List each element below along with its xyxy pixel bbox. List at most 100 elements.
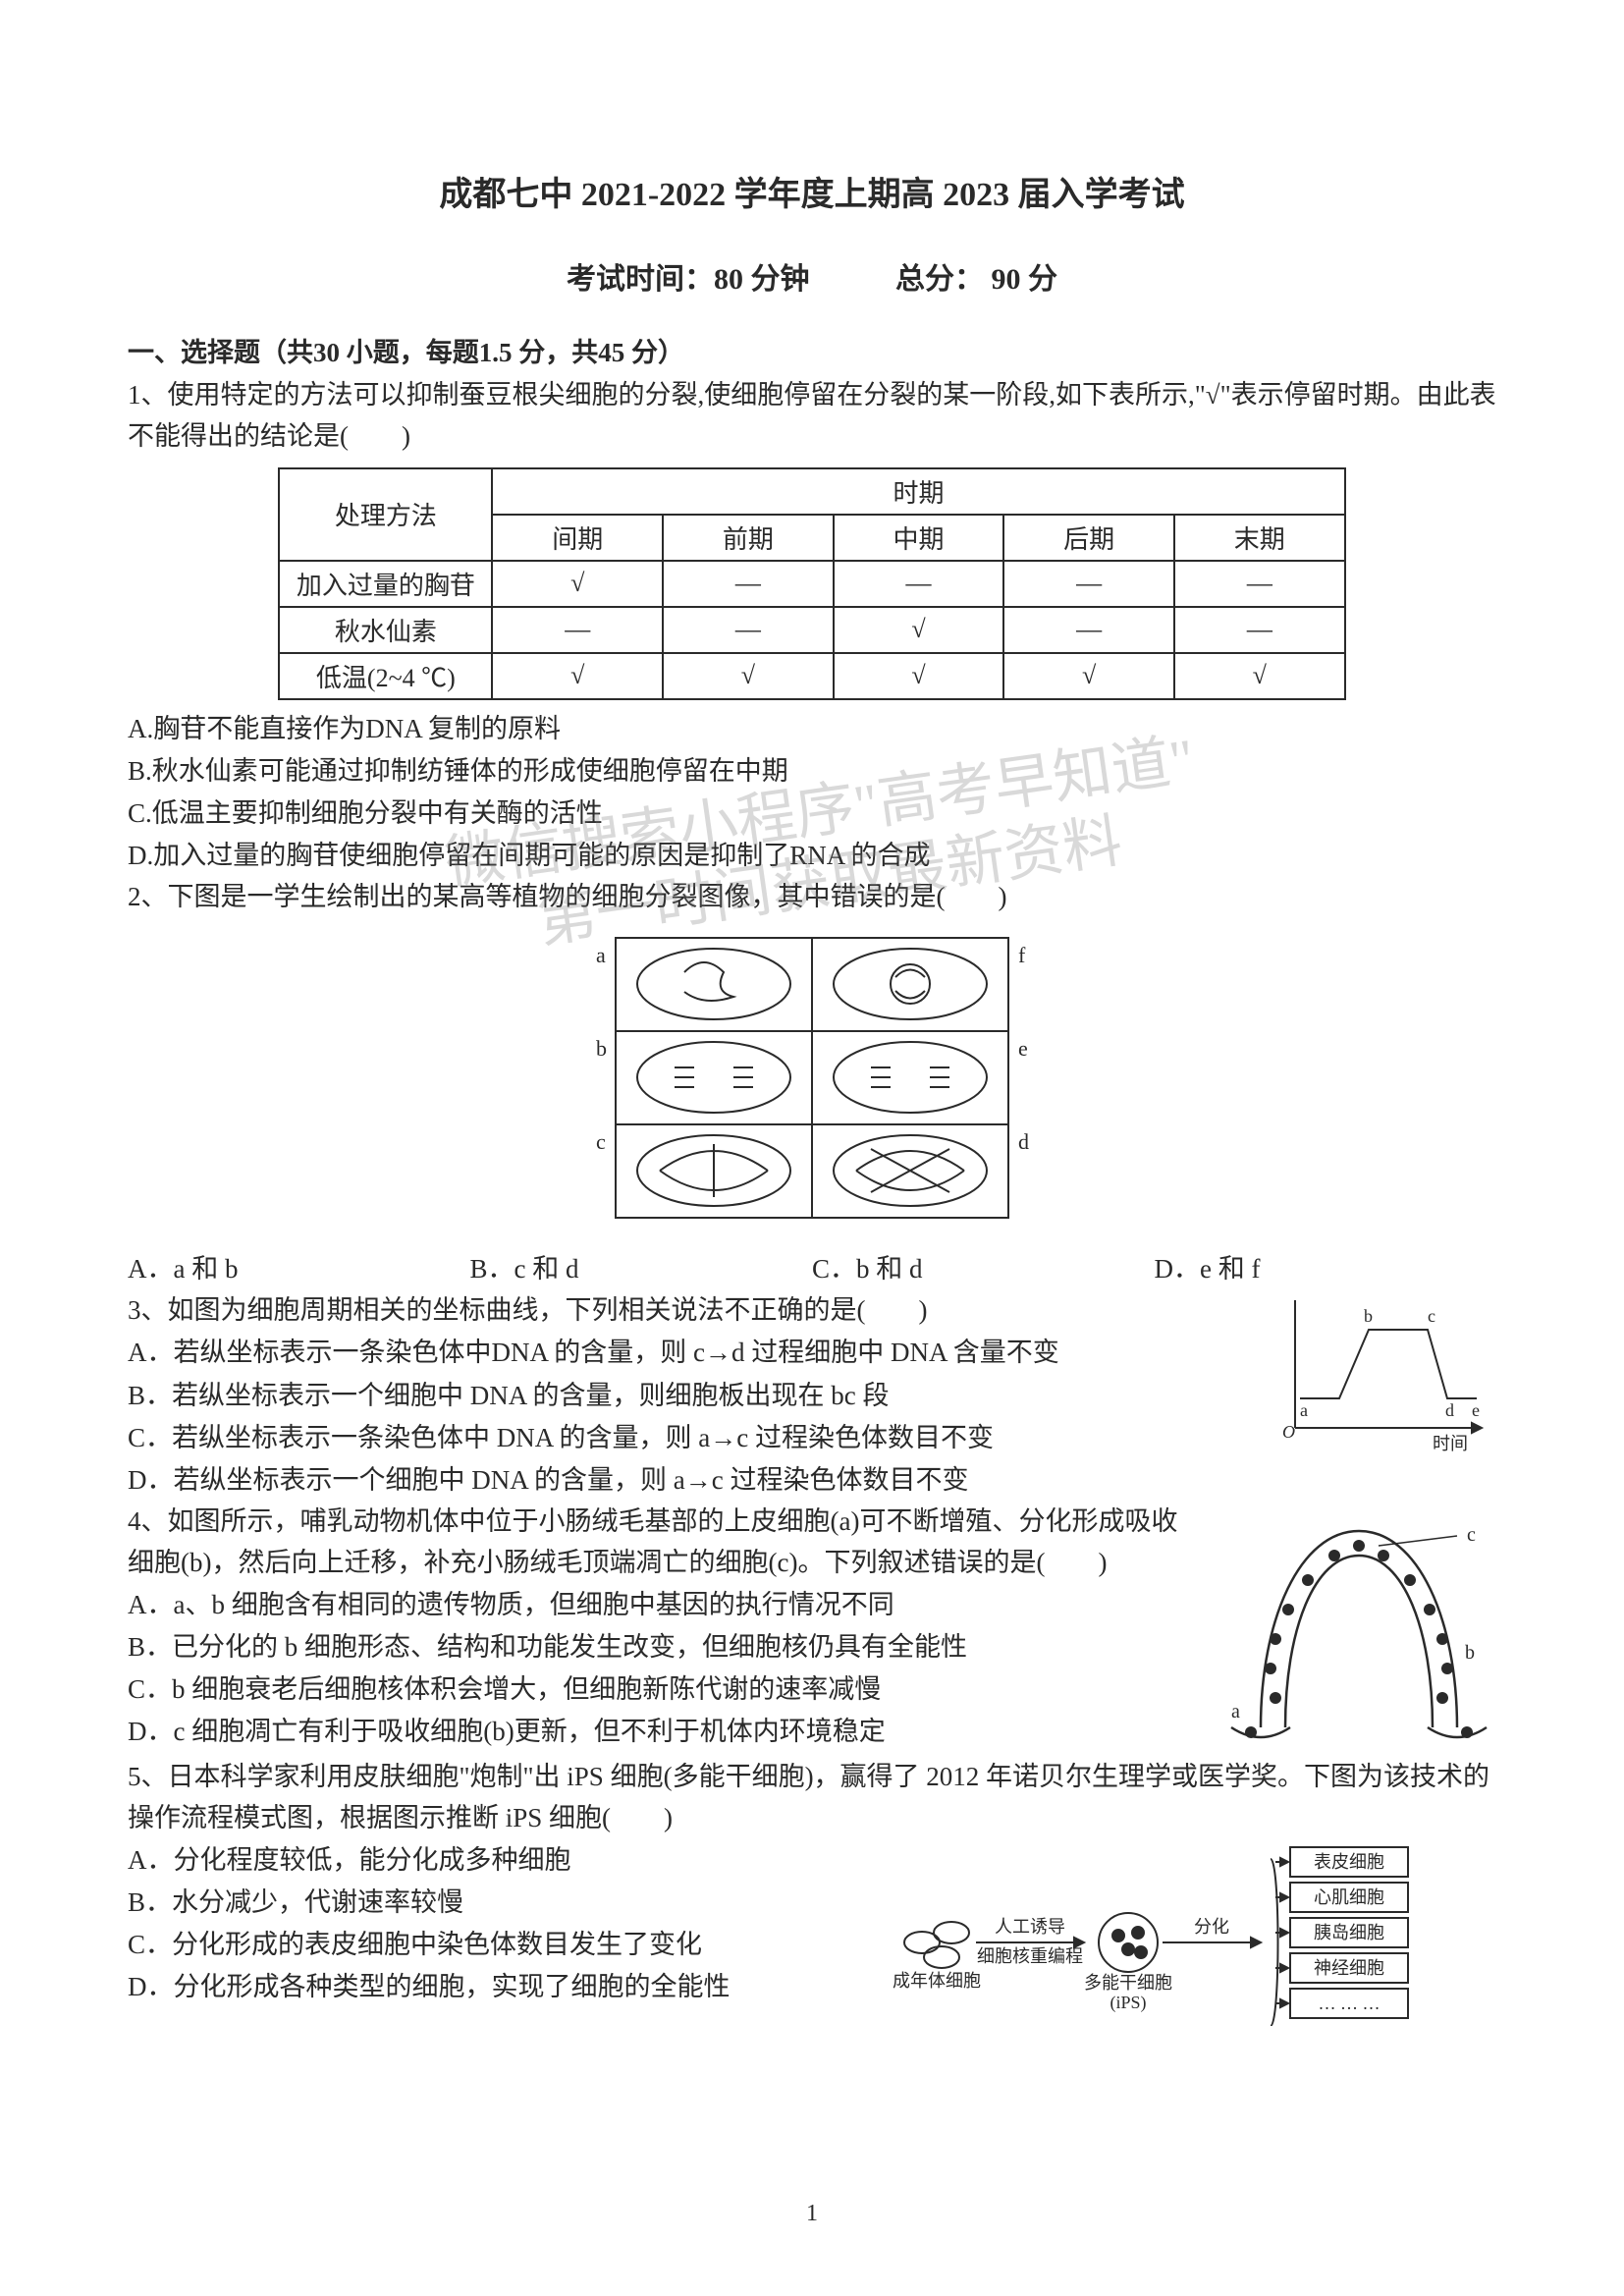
q4-optA: A．a、b 细胞含有相同的遗传物质，但细胞中基因的执行情况不同 bbox=[128, 1584, 1202, 1626]
svg-text:分化: 分化 bbox=[1194, 1917, 1229, 1937]
q1-period-0: 间期 bbox=[492, 515, 663, 561]
q1-options: A.胸苷不能直接作为DNA 复制的原料 B.秋水仙素可能通过抑制纺锤体的形成使细… bbox=[128, 708, 1496, 878]
q2-optD: D．e 和 f bbox=[1155, 1248, 1497, 1290]
q5-stem: 5、日本科学家利用皮肤细胞"炮制"出 iPS 细胞(多能干细胞)，赢得了 201… bbox=[128, 1757, 1496, 1839]
q3-optA: A．若纵坐标表示一条染色体中DNA 的含量，则 c→d 过程细胞中 DNA 含量… bbox=[128, 1332, 1251, 1374]
svg-text:胰岛细胞: 胰岛细胞 bbox=[1314, 1923, 1384, 1942]
q2-options: A．a 和 b B．c 和 d C．b 和 d D．e 和 f bbox=[128, 1248, 1496, 1290]
svg-text:神经细胞: 神经细胞 bbox=[1314, 1958, 1384, 1978]
svg-text:d: d bbox=[1445, 1400, 1454, 1420]
q1-r1c4: — bbox=[1174, 607, 1345, 653]
q2-label-a: a bbox=[596, 943, 606, 967]
q2-label-d: d bbox=[1018, 1129, 1029, 1154]
q3-optD-wrap: D．若纵坐标表示一个细胞中 DNA 的含量，则 a→c 过程染色体数目不变 bbox=[128, 1459, 1496, 1502]
q3-graph: a b c d e O 时间 bbox=[1271, 1290, 1496, 1457]
q4-stem: 4、如图所示，哺乳动物机体中位于小肠绒毛基部的上皮细胞(a)可不断增殖、分化形成… bbox=[128, 1502, 1202, 1584]
q1-optB: B.秋水仙素可能通过抑制纺锤体的形成使细胞停留在中期 bbox=[128, 750, 1496, 793]
svg-text:b: b bbox=[1465, 1642, 1475, 1664]
q1-r1c1: — bbox=[663, 607, 834, 653]
q2-figure: a f b e c d bbox=[576, 928, 1048, 1242]
q3-graph-svg: a b c d e O 时间 bbox=[1271, 1290, 1496, 1457]
svg-text:表皮细胞: 表皮细胞 bbox=[1314, 1852, 1384, 1872]
q1-r2c4: √ bbox=[1174, 653, 1345, 699]
svg-text:c: c bbox=[1467, 1524, 1476, 1546]
q5-optC: C．分化形成的表皮细胞中染色体数目发生了变化 bbox=[128, 1924, 839, 1966]
q1-optD: D.加入过量的胸苷使细胞停留在间期可能的原因是抑制了RNA 的合成 bbox=[128, 835, 1496, 877]
svg-text:O: O bbox=[1282, 1422, 1295, 1442]
q3-stem: 3、如图为细胞周期相关的坐标曲线，下列相关说法不正确的是( ) bbox=[128, 1290, 1251, 1332]
q1-r2c1: √ bbox=[663, 653, 834, 699]
q2-optB: B．c 和 d bbox=[470, 1248, 813, 1290]
svg-text:人工诱导: 人工诱导 bbox=[995, 1917, 1065, 1937]
svg-text:心肌细胞: 心肌细胞 bbox=[1314, 1887, 1384, 1907]
q1-r0c3: — bbox=[1003, 561, 1174, 607]
q1-th-method: 处理方法 bbox=[279, 468, 492, 561]
svg-text:a: a bbox=[1231, 1701, 1240, 1722]
svg-text:成年体细胞: 成年体细胞 bbox=[893, 1971, 981, 1991]
svg-text:e: e bbox=[1472, 1400, 1480, 1420]
q5-options: A．分化程度较低，能分化成多种细胞 B．水分减少，代谢速率较慢 C．分化形成的表… bbox=[128, 1839, 839, 2009]
total-score: 总分： 90 分 bbox=[895, 254, 1057, 298]
svg-text:a: a bbox=[1300, 1400, 1308, 1420]
exam-time: 考试时间：80 分钟 bbox=[567, 254, 810, 298]
q5-optD: D．分化形成各种类型的细胞，实现了细胞的全能性 bbox=[128, 1966, 839, 2008]
q1-r0c2: — bbox=[834, 561, 1004, 607]
section-1-head: 一、选择题（共30 小题，每题1.5 分，共45 分） bbox=[128, 331, 1496, 369]
table-row: 加入过量的胸苷 √ — — — — bbox=[279, 561, 1344, 607]
table-row: 低温(2~4 ℃) √ √ √ √ √ bbox=[279, 653, 1344, 699]
q1-r0c1: — bbox=[663, 561, 834, 607]
svg-text:c: c bbox=[1428, 1306, 1435, 1326]
q4-optB: B．已分化的 b 细胞形态、结构和功能发生改变，但细胞核仍具有全能性 bbox=[128, 1626, 1202, 1668]
svg-text:… … …: … … … bbox=[1319, 1994, 1380, 2013]
q2-label-b: b bbox=[596, 1036, 607, 1061]
q5-optA: A．分化程度较低，能分化成多种细胞 bbox=[128, 1839, 839, 1882]
q1-r0c0: √ bbox=[492, 561, 663, 607]
q2-optC: C．b 和 d bbox=[812, 1248, 1155, 1290]
q2-label-c: c bbox=[596, 1129, 606, 1154]
q1-optC: C.低温主要抑制细胞分裂中有关酶的活性 bbox=[128, 793, 1496, 835]
svg-text:多能干细胞: 多能干细胞 bbox=[1084, 1973, 1172, 1993]
exam-subtitle: 考试时间：80 分钟 总分： 90 分 bbox=[128, 254, 1496, 298]
q1-r1c3: — bbox=[1003, 607, 1174, 653]
q1-period-3: 后期 bbox=[1003, 515, 1174, 561]
q4-villus-svg: a b c bbox=[1221, 1502, 1496, 1757]
q4-options: A．a、b 细胞含有相同的遗传物质，但细胞中基因的执行情况不同 B．已分化的 b… bbox=[128, 1584, 1202, 1754]
q1-stem: 1、使用特定的方法可以抑制蚕豆根尖细胞的分裂,使细胞停留在分裂的某一阶段,如下表… bbox=[128, 375, 1496, 458]
q1-r1c0: — bbox=[492, 607, 663, 653]
q1-period-1: 前期 bbox=[663, 515, 834, 561]
svg-text:时间: 时间 bbox=[1433, 1434, 1468, 1453]
q1-table: 处理方法 时期 间期 前期 中期 后期 末期 加入过量的胸苷 √ — — — —… bbox=[278, 467, 1345, 700]
q5-flowchart: 成年体细胞 人工诱导 细胞核重编程 多能干细胞 (iPS) 分化 表皮细胞 心肌… bbox=[888, 1839, 1496, 2026]
q1-r2c2: √ bbox=[834, 653, 1004, 699]
q3-options-top: A．若纵坐标表示一条染色体中DNA 的含量，则 c→d 过程细胞中 DNA 含量… bbox=[128, 1332, 1251, 1459]
q4-figure: a b c bbox=[1221, 1502, 1496, 1757]
q1-r0-method: 加入过量的胸苷 bbox=[279, 561, 492, 607]
exam-title: 成都七中 2021-2022 学年度上期高 2023 届入学考试 bbox=[128, 167, 1496, 215]
q1-th-period: 时期 bbox=[492, 468, 1344, 515]
q4-optC: C．b 细胞衰老后细胞核体积会增大，但细胞新陈代谢的速率减慢 bbox=[128, 1668, 1202, 1711]
q2-optA: A．a 和 b bbox=[128, 1248, 470, 1290]
q3-optC: C．若纵坐标表示一条染色体中 DNA 的含量，则 a→c 过程染色体数目不变 bbox=[128, 1417, 1251, 1459]
svg-text:细胞核重编程: 细胞核重编程 bbox=[977, 1946, 1083, 1966]
q3-optD: D．若纵坐标表示一个细胞中 DNA 的含量，则 a→c 过程染色体数目不变 bbox=[128, 1459, 1496, 1502]
q2-label-e: e bbox=[1018, 1036, 1028, 1061]
page-number: 1 bbox=[0, 2201, 1624, 2227]
q1-r2c0: √ bbox=[492, 653, 663, 699]
q1-r1c2: √ bbox=[834, 607, 1004, 653]
q1-period-4: 末期 bbox=[1174, 515, 1345, 561]
q2-stem: 2、下图是一学生绘制出的某高等植物的细胞分裂图像，其中错误的是( ) bbox=[128, 877, 1496, 918]
q2-label-f: f bbox=[1018, 943, 1026, 967]
q5-optB: B．水分减少，代谢速率较慢 bbox=[128, 1882, 839, 1924]
q5-flow-svg: 成年体细胞 人工诱导 细胞核重编程 多能干细胞 (iPS) 分化 表皮细胞 心肌… bbox=[888, 1839, 1496, 2026]
q1-r0c4: — bbox=[1174, 561, 1345, 607]
svg-text:(iPS): (iPS) bbox=[1110, 1993, 1146, 2013]
q2-cells-svg: a f b e c d bbox=[576, 928, 1048, 1242]
q1-r1-method: 秋水仙素 bbox=[279, 607, 492, 653]
q1-period-2: 中期 bbox=[834, 515, 1004, 561]
q3-optB: B．若纵坐标表示一个细胞中 DNA 的含量，则细胞板出现在 bc 段 bbox=[128, 1375, 1251, 1417]
q1-optA: A.胸苷不能直接作为DNA 复制的原料 bbox=[128, 708, 1496, 750]
q1-r2c3: √ bbox=[1003, 653, 1174, 699]
q4-optD: D．c 细胞凋亡有利于吸收细胞(b)更新，但不利于机体内环境稳定 bbox=[128, 1711, 1202, 1753]
table-row: 秋水仙素 — — √ — — bbox=[279, 607, 1344, 653]
svg-text:b: b bbox=[1364, 1306, 1373, 1326]
